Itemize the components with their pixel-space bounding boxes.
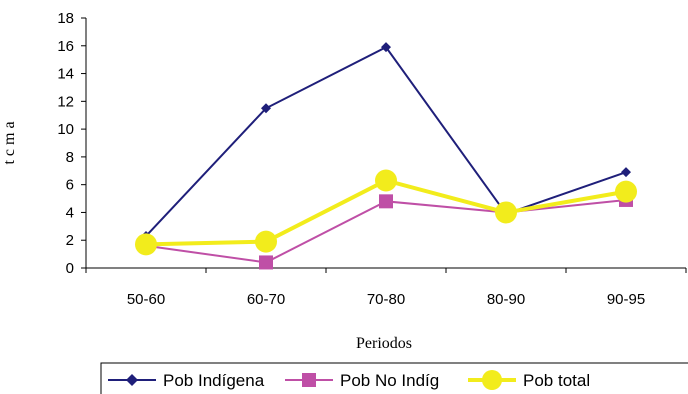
- x-tick-label: 70-80: [367, 291, 405, 308]
- legend-item: Pob No Indíg: [285, 371, 439, 390]
- legend-swatch-marker: [482, 370, 502, 390]
- data-point: [261, 103, 271, 114]
- y-tick-label: 2: [66, 232, 74, 249]
- data-point: [255, 230, 277, 253]
- x-axis-title: Periodos: [356, 335, 412, 352]
- legend-label: Pob Indígena: [163, 371, 265, 390]
- series-1: [141, 42, 631, 242]
- y-tick-label: 18: [57, 10, 74, 27]
- legend-items: Pob Indígena Pob No Indíg Pob total: [108, 370, 590, 390]
- x-tick-label: 60-70: [247, 291, 285, 308]
- data-point: [259, 255, 273, 270]
- series-3: [135, 169, 637, 256]
- y-axis-title: t c m a: [1, 121, 18, 164]
- y-tick-label: 0: [66, 260, 74, 277]
- y-tick-label: 10: [57, 121, 74, 138]
- legend-item: Pob Indígena: [108, 371, 265, 390]
- x-tick-label: 80-90: [487, 291, 525, 308]
- y-ticks: 0 2 4 6 8 10 12 14 16 18: [57, 10, 86, 277]
- series-line: [145, 198, 627, 264]
- y-tick-label: 12: [57, 93, 74, 110]
- series-layer: [135, 42, 637, 270]
- data-point: [379, 194, 393, 209]
- legend-label: Pob total: [523, 371, 590, 390]
- y-tick-label: 16: [57, 38, 74, 55]
- y-tick-label: 14: [57, 66, 74, 83]
- data-point: [615, 180, 637, 203]
- x-tick-label: 90-95: [607, 291, 645, 308]
- data-point: [375, 169, 397, 192]
- legend: Pob Indígena Pob No Indíg Pob total: [100, 362, 688, 394]
- y-tick-label: 4: [66, 204, 74, 221]
- y-tick-label: 8: [66, 149, 74, 166]
- legend-frame: [100, 362, 688, 394]
- x-ticks: 50-60 60-70 70-80 80-90 90-95: [85, 268, 687, 308]
- x-tick-label: 50-60: [127, 291, 165, 308]
- data-point: [135, 233, 157, 256]
- legend-item: Pob total: [468, 370, 590, 390]
- y-tick-label: 6: [66, 177, 74, 194]
- data-point: [495, 201, 517, 224]
- data-point: [381, 42, 391, 53]
- data-point: [621, 167, 631, 178]
- legend-swatch-marker: [126, 374, 138, 386]
- legend-label: Pob No Indíg: [340, 371, 439, 390]
- plot-area: 0 2 4 6 8 10 12 14 16 18 50-60 60-70 70-80 80-90 90-9…: [57, 10, 687, 308]
- legend-swatch-marker: [302, 373, 316, 387]
